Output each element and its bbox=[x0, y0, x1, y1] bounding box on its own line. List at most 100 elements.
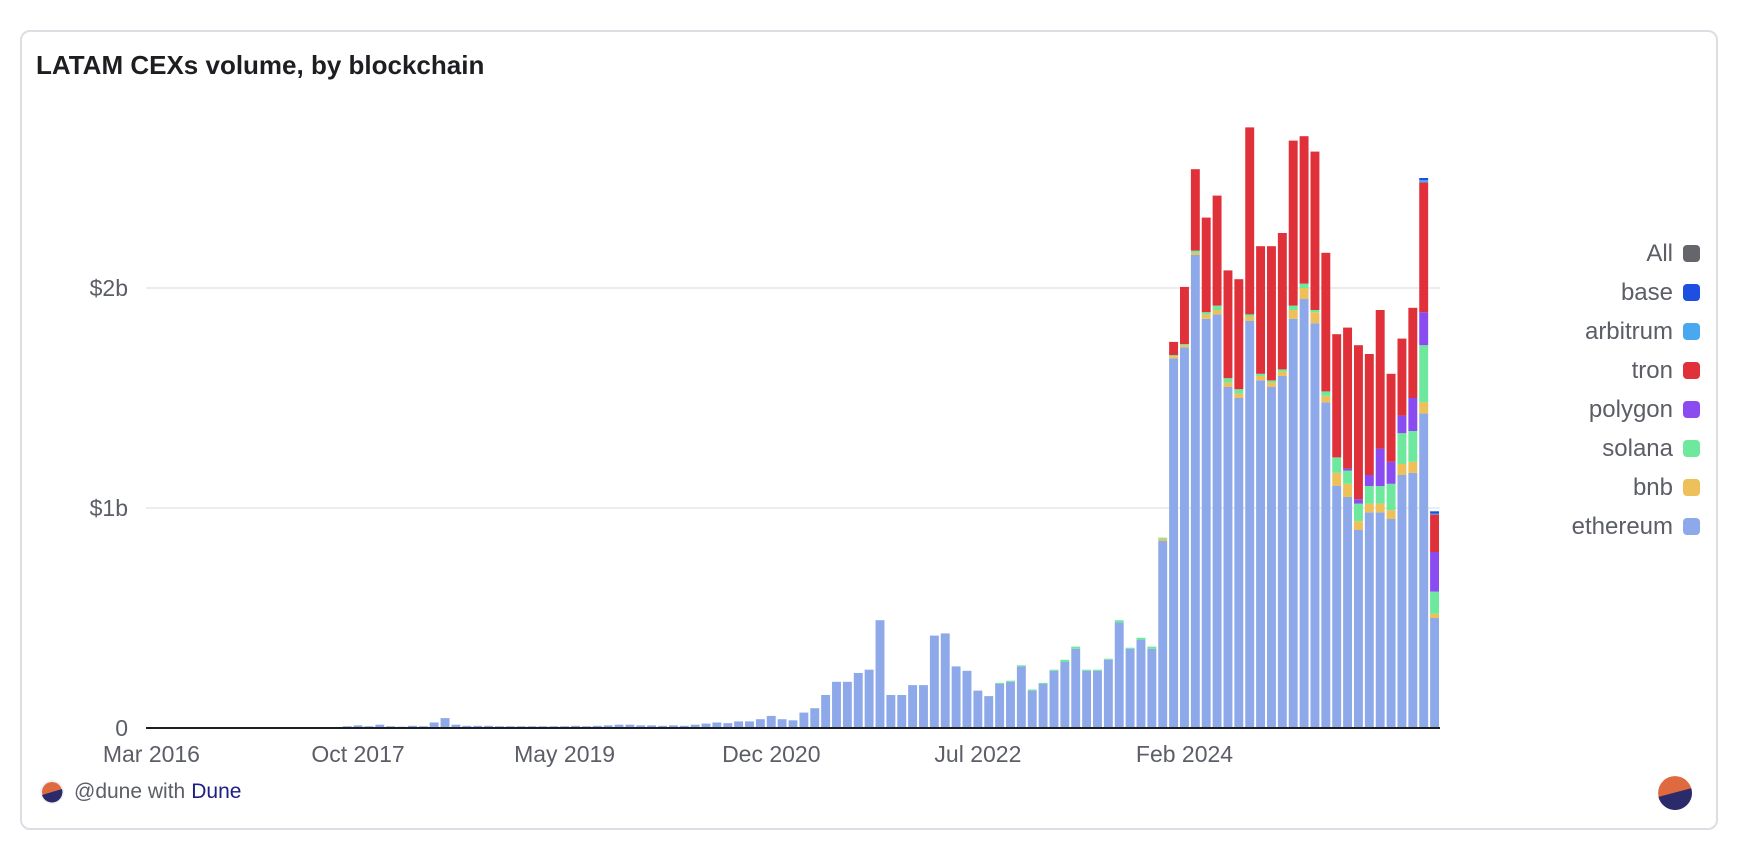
bar-segment-solana[interactable] bbox=[1103, 658, 1113, 660]
bar-segment-bnb[interactable] bbox=[1386, 510, 1396, 519]
bar-segment-tron[interactable] bbox=[1277, 233, 1287, 370]
bar-segment-ethereum[interactable] bbox=[484, 725, 493, 728]
bar-segment-polygon[interactable] bbox=[1419, 312, 1429, 346]
dune-logo-icon[interactable] bbox=[1658, 776, 1692, 810]
bar-segment-solana[interactable] bbox=[1147, 646, 1157, 649]
bar-segment-ethereum[interactable] bbox=[766, 715, 776, 728]
bar-segment-solana[interactable] bbox=[1375, 486, 1385, 504]
bar-segment-ethereum[interactable] bbox=[1201, 318, 1211, 728]
bar-segment-solana[interactable] bbox=[1223, 378, 1233, 383]
bar-segment-ethereum[interactable] bbox=[1223, 387, 1233, 728]
bar-segment-solana[interactable] bbox=[1180, 344, 1189, 346]
bar-segment-ethereum[interactable] bbox=[1430, 618, 1440, 728]
bar-segment-ethereum[interactable] bbox=[462, 725, 472, 728]
bar-segment-ethereum[interactable] bbox=[473, 725, 483, 728]
bar-segment-tron[interactable] bbox=[1321, 252, 1331, 392]
bar-segment-bnb[interactable] bbox=[1321, 395, 1331, 403]
bar-segment-ethereum[interactable] bbox=[1027, 690, 1037, 728]
bar-segment-ethereum[interactable] bbox=[1256, 380, 1266, 728]
bar-segment-bnb[interactable] bbox=[1364, 503, 1374, 513]
legend-item-bnb[interactable]: bnb bbox=[1440, 468, 1700, 507]
bar-segment-ethereum[interactable] bbox=[1299, 299, 1309, 728]
bar-segment-tron[interactable] bbox=[1180, 286, 1189, 345]
bar-segment-solana[interactable] bbox=[1201, 312, 1211, 315]
bar-segment-ethereum[interactable] bbox=[636, 725, 646, 728]
bar-segment-ethereum[interactable] bbox=[353, 725, 363, 728]
bar-segment-polygon[interactable] bbox=[1364, 475, 1374, 486]
bar-segment-ethereum[interactable] bbox=[1114, 622, 1124, 728]
dune-link[interactable]: Dune bbox=[191, 780, 242, 803]
bar-segment-tron[interactable] bbox=[1343, 327, 1353, 469]
bar-segment-polygon[interactable] bbox=[1375, 448, 1385, 486]
bar-segment-solana[interactable] bbox=[1027, 689, 1037, 691]
bar-segment-ethereum[interactable] bbox=[690, 724, 700, 728]
bar-segment-solana[interactable] bbox=[1049, 669, 1059, 671]
bar-segment-tron[interactable] bbox=[1332, 334, 1342, 458]
bar-segment-solana[interactable] bbox=[1136, 637, 1146, 640]
bar-segment-ethereum[interactable] bbox=[1245, 321, 1255, 728]
bar-segment-solana[interactable] bbox=[1419, 345, 1429, 403]
bar-segment-solana[interactable] bbox=[1397, 433, 1407, 464]
bar-segment-ethereum[interactable] bbox=[1093, 670, 1102, 728]
bar-segment-solana[interactable] bbox=[1332, 457, 1342, 473]
bar-segment-bnb[interactable] bbox=[1234, 393, 1244, 398]
bar-segment-ethereum[interactable] bbox=[701, 723, 711, 728]
bar-segment-bnb[interactable] bbox=[1419, 402, 1429, 414]
bar-segment-solana[interactable] bbox=[1016, 665, 1026, 667]
bar-segment-arbitrum[interactable] bbox=[1430, 513, 1440, 515]
bar-segment-solana[interactable] bbox=[1190, 250, 1200, 253]
legend-item-arbitrum[interactable]: arbitrum bbox=[1440, 312, 1700, 351]
bar-segment-tron[interactable] bbox=[1201, 217, 1211, 313]
bar-segment-tron[interactable] bbox=[1386, 373, 1396, 462]
bar-segment-polygon[interactable] bbox=[1408, 398, 1418, 431]
bar-segment-ethereum[interactable] bbox=[1071, 648, 1081, 728]
bar-segment-polygon[interactable] bbox=[1386, 461, 1396, 484]
bar-segment-ethereum[interactable] bbox=[1408, 472, 1418, 728]
bar-segment-polygon[interactable] bbox=[1353, 499, 1363, 504]
bar-segment-bnb[interactable] bbox=[1288, 310, 1298, 319]
bar-segment-base[interactable] bbox=[1430, 511, 1440, 514]
bar-segment-bnb[interactable] bbox=[1397, 464, 1407, 475]
bar-segment-ethereum[interactable] bbox=[1136, 640, 1146, 728]
bar-segment-ethereum[interactable] bbox=[908, 685, 918, 728]
bar-segment-ethereum[interactable] bbox=[1288, 318, 1298, 728]
bar-segment-ethereum[interactable] bbox=[919, 685, 928, 728]
bar-segment-ethereum[interactable] bbox=[962, 670, 972, 728]
bar-segment-solana[interactable] bbox=[1343, 470, 1353, 484]
bar-segment-bnb[interactable] bbox=[1430, 613, 1440, 618]
bar-segment-ethereum[interactable] bbox=[1321, 402, 1331, 728]
bar-segment-bnb[interactable] bbox=[1256, 376, 1266, 381]
bar-segment-bnb[interactable] bbox=[1158, 538, 1168, 541]
bar-segment-solana[interactable] bbox=[1256, 373, 1266, 376]
bar-segment-bnb[interactable] bbox=[1267, 382, 1276, 387]
bar-segment-ethereum[interactable] bbox=[1169, 358, 1179, 728]
bar-segment-ethereum[interactable] bbox=[929, 635, 939, 728]
bar-segment-ethereum[interactable] bbox=[625, 724, 635, 728]
bar-segment-ethereum[interactable] bbox=[734, 721, 744, 728]
bar-segment-bnb[interactable] bbox=[1277, 371, 1287, 376]
bar-segment-ethereum[interactable] bbox=[407, 725, 417, 728]
bar-segment-polygon[interactable] bbox=[1397, 415, 1407, 434]
bar-segment-solana[interactable] bbox=[1245, 314, 1255, 317]
legend-item-base[interactable]: base bbox=[1440, 273, 1700, 312]
bar-segment-ethereum[interactable] bbox=[1375, 512, 1385, 728]
bar-segment-solana[interactable] bbox=[1386, 483, 1396, 511]
bar-segment-ethereum[interactable] bbox=[1125, 648, 1135, 728]
legend-item-polygon[interactable]: polygon bbox=[1440, 390, 1700, 429]
bar-segment-ethereum[interactable] bbox=[1310, 323, 1320, 728]
bar-segment-solana[interactable] bbox=[1299, 283, 1309, 288]
bar-segment-ethereum[interactable] bbox=[995, 684, 1005, 728]
bar-segment-ethereum[interactable] bbox=[1038, 684, 1048, 728]
legend-item-all[interactable]: All bbox=[1440, 234, 1700, 273]
bar-segment-solana[interactable] bbox=[995, 682, 1005, 684]
bar-segment-ethereum[interactable] bbox=[1006, 681, 1015, 728]
bar-segment-tron[interactable] bbox=[1256, 246, 1266, 374]
bar-segment-polygon[interactable] bbox=[1343, 468, 1353, 471]
bar-segment-ethereum[interactable] bbox=[886, 695, 896, 728]
bar-segment-ethereum[interactable] bbox=[658, 725, 667, 728]
bar-segment-tron[interactable] bbox=[1245, 127, 1255, 315]
bar-segment-tron[interactable] bbox=[1212, 195, 1222, 306]
bar-segment-tron[interactable] bbox=[1288, 140, 1298, 306]
bar-segment-ethereum[interactable] bbox=[1353, 530, 1363, 728]
bar-segment-ethereum[interactable] bbox=[788, 720, 798, 728]
